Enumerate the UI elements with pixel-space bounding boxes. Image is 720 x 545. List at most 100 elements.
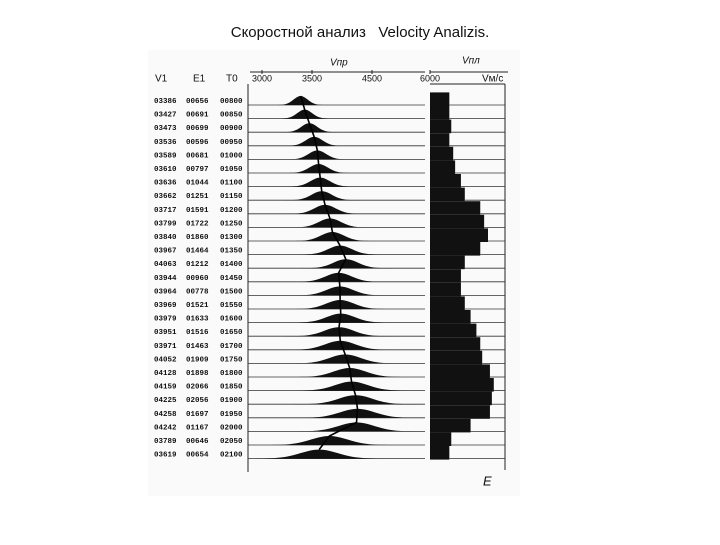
velocity-peak (271, 259, 421, 269)
x-tick-label: 3000 (252, 73, 272, 83)
t0-cell: 01800 (220, 370, 243, 378)
t0-cell: 02000 (220, 424, 243, 432)
v1-cell: 04128 (154, 370, 177, 378)
interval-bar (430, 350, 483, 365)
interval-bar (430, 364, 490, 378)
t0-cell: 02050 (220, 438, 243, 446)
interval-bar (430, 242, 481, 256)
velocity-peak (249, 422, 464, 432)
v1-cell: 03799 (154, 220, 177, 228)
e1-cell: 00681 (186, 152, 209, 160)
pick-line (299, 95, 359, 451)
v1-cell: 04063 (154, 261, 177, 269)
interval-bar (430, 92, 450, 106)
interval-bar (430, 160, 456, 174)
v1-cell: 03971 (154, 343, 177, 351)
v1-cell: 03964 (154, 288, 177, 296)
v1-cell: 03427 (154, 112, 177, 120)
velocity-peak (252, 381, 451, 391)
e1-cell: 00656 (186, 98, 209, 106)
t0-cell: 01700 (220, 343, 243, 351)
e1-cell: 00797 (186, 166, 209, 174)
slide-title: Скоростной анализ Velocity Analizis. (231, 24, 490, 41)
e1-cell: 01591 (186, 207, 209, 215)
t0-cell: 01000 (220, 152, 243, 160)
velocity-peak (261, 204, 389, 214)
stack-axis-title: Vпр (330, 58, 348, 69)
e1-cell: 00699 (186, 125, 209, 133)
e1-cell: 01516 (186, 329, 209, 337)
v1-cell: 03473 (154, 125, 177, 133)
t0-cell: 00800 (220, 98, 243, 106)
v1-cell: 04242 (154, 424, 177, 432)
e1-cell: 02066 (186, 384, 209, 392)
t0-cell: 01950 (220, 411, 243, 419)
t0-cell: 00950 (220, 139, 243, 147)
t0-cell: 01100 (220, 180, 243, 188)
velocity-peak (268, 245, 412, 255)
v1-cell: 03969 (154, 302, 177, 310)
velocity-peak (258, 96, 343, 105)
v1-cell: 03967 (154, 248, 177, 256)
t0-cell: 00850 (220, 112, 243, 120)
e1-cell: 02056 (186, 397, 209, 405)
e1-cell: 00960 (186, 275, 209, 283)
e1-cell: 01521 (186, 302, 209, 310)
t0-cell: 02100 (220, 452, 243, 460)
e1-cell: 01463 (186, 343, 209, 351)
velocity-peak (260, 109, 350, 119)
e1-cell: 01633 (186, 316, 209, 324)
column-header: T0 (226, 74, 238, 85)
x-tick-label: 3500 (302, 73, 322, 83)
interval-bar (430, 201, 481, 215)
v1-cell: 03979 (154, 316, 177, 324)
v1-cell: 03386 (154, 98, 177, 106)
velocity-peak (263, 218, 397, 228)
t0-cell: 01550 (220, 302, 243, 310)
t0-cell: 00900 (220, 125, 243, 133)
interval-bar (430, 174, 461, 188)
e1-cell: 01464 (186, 248, 209, 256)
velocity-peak (261, 123, 357, 133)
unit-label: Vм/с (482, 74, 503, 85)
interval-bar (430, 282, 461, 297)
e1-cell: 01251 (186, 193, 209, 201)
interval-bar (430, 296, 465, 310)
t0-cell: 01450 (220, 275, 243, 283)
interval-bar (430, 310, 471, 324)
interval-bar (430, 337, 481, 351)
v1-cell: 04159 (154, 384, 177, 392)
v1-cell: 03619 (154, 452, 177, 460)
v1-cell: 04225 (154, 397, 177, 405)
v1-cell: 03840 (154, 234, 177, 242)
interval-bar (430, 119, 452, 134)
velocity-peak (249, 340, 431, 350)
e1-cell: 01898 (186, 370, 209, 378)
interval-bar (430, 255, 465, 270)
e1-cell: 00646 (186, 438, 209, 446)
e1-cell: 01860 (186, 234, 209, 242)
v1-cell: 03662 (154, 193, 177, 201)
velocity-peak (264, 136, 365, 146)
column-header: V1 (155, 74, 168, 85)
v1-cell: 04258 (154, 411, 177, 419)
x-tick-label: 6000 (420, 73, 440, 83)
v1-cell: 04052 (154, 356, 177, 364)
velocity-peak (206, 449, 432, 459)
interval-bar (430, 405, 490, 419)
t0-cell: 01250 (220, 220, 243, 228)
x-tick-label: 4500 (362, 73, 382, 83)
t0-cell: 01600 (220, 316, 243, 324)
interval-bar (430, 133, 450, 147)
e1-cell: 01167 (186, 424, 209, 432)
e1-cell: 00596 (186, 139, 209, 147)
interval-bar (430, 228, 488, 242)
v1-cell: 03536 (154, 139, 177, 147)
e1-cell: 00691 (186, 112, 209, 120)
t0-cell: 01500 (220, 288, 243, 296)
v1-cell: 03944 (154, 275, 177, 283)
t0-cell: 01150 (220, 193, 243, 201)
velocity-peak (219, 436, 439, 445)
t0-cell: 01300 (220, 234, 243, 242)
velocity-peak (260, 191, 383, 201)
